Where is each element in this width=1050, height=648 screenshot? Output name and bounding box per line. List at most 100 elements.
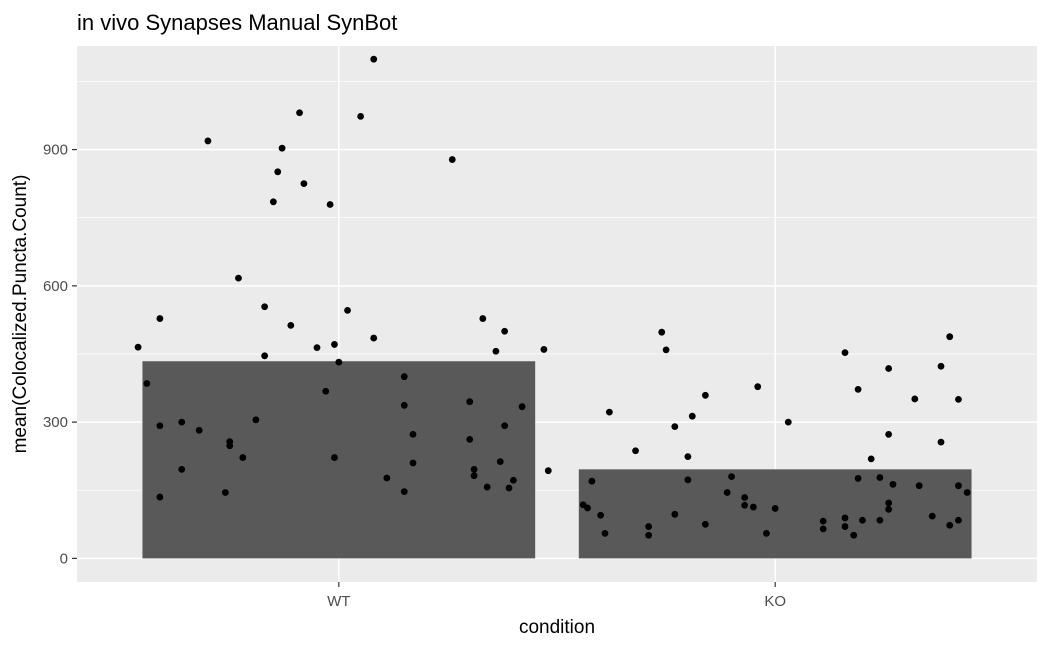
data-point [344, 306, 351, 314]
data-point [143, 380, 151, 387]
data-point [400, 401, 408, 409]
data-point [178, 465, 186, 473]
data-point [331, 454, 338, 461]
data-point [723, 489, 731, 496]
data-point [841, 514, 849, 522]
data-point [955, 482, 962, 490]
data-point [819, 517, 827, 525]
data-point [658, 328, 666, 336]
data-point [876, 516, 884, 524]
bar-ko [578, 469, 972, 559]
data-point [326, 201, 334, 208]
data-point [771, 505, 779, 512]
data-point [854, 386, 862, 393]
bar-wt [142, 361, 536, 559]
data-point [741, 494, 749, 501]
data-point [409, 459, 417, 467]
data-point [540, 346, 548, 353]
data-point [701, 520, 709, 528]
data-point [671, 510, 679, 518]
data-point [156, 493, 164, 501]
data-point [518, 403, 526, 411]
data-point [605, 408, 613, 416]
data-point [784, 418, 792, 426]
data-point [928, 512, 936, 520]
data-point [597, 511, 605, 519]
data-point [322, 387, 330, 395]
data-point [841, 523, 849, 530]
data-point [492, 347, 500, 355]
data-point [178, 418, 186, 426]
data-point [867, 455, 875, 463]
data-point [955, 395, 962, 403]
data-point [296, 109, 303, 117]
data-point [885, 430, 893, 438]
data-point [261, 352, 269, 360]
data-point [859, 516, 866, 524]
data-point [331, 341, 338, 348]
x-axis-title: condition [519, 617, 595, 638]
data-point [335, 358, 343, 366]
data-point [466, 398, 474, 406]
data-point [239, 454, 247, 461]
y-tick-label: 300 [43, 414, 68, 431]
data-point [885, 499, 893, 507]
data-point [357, 113, 365, 120]
data-point [370, 334, 378, 342]
y-axis: 0 300 600 900 [43, 142, 77, 567]
data-point [544, 467, 552, 475]
y-tick-label: 0 [60, 550, 68, 567]
data-point [701, 391, 709, 399]
data-point [235, 274, 242, 282]
data-point [383, 474, 391, 482]
data-point [688, 412, 696, 420]
data-point [684, 476, 692, 484]
data-point [645, 523, 653, 530]
data-point [409, 430, 417, 438]
x-tick-label-ko: KO [764, 593, 786, 610]
data-point [763, 529, 770, 537]
data-point [911, 395, 919, 403]
data-point [632, 447, 639, 455]
data-point [584, 504, 591, 512]
data-point [885, 505, 893, 513]
data-point [134, 343, 142, 351]
data-point [278, 144, 286, 152]
data-point [226, 442, 234, 450]
x-tick-label-wt: WT [327, 593, 350, 610]
data-point [300, 180, 308, 188]
data-point [955, 516, 962, 524]
data-point [937, 438, 945, 446]
data-point [156, 315, 164, 322]
data-point [645, 531, 653, 539]
data-point [889, 480, 897, 488]
data-point [684, 453, 692, 461]
data-point [963, 489, 971, 496]
data-point [915, 482, 923, 490]
data-point [261, 303, 269, 311]
data-point [269, 198, 277, 206]
data-point [946, 333, 954, 341]
data-point [479, 315, 487, 322]
data-point [505, 484, 513, 492]
data-point [671, 423, 679, 431]
data-point [841, 349, 849, 357]
data-point [470, 472, 478, 480]
data-point [470, 465, 478, 473]
data-point [313, 344, 321, 352]
y-tick-label: 600 [43, 278, 68, 295]
data-point [885, 365, 893, 372]
data-point [448, 156, 456, 163]
data-point [496, 458, 504, 466]
data-point [501, 422, 509, 430]
data-point [509, 476, 517, 484]
data-point [195, 426, 203, 434]
data-point [400, 488, 408, 496]
data-point [370, 55, 378, 63]
data-point [741, 501, 749, 509]
data-point [601, 529, 609, 537]
data-point [252, 416, 260, 424]
data-point [937, 362, 945, 370]
data-point [466, 435, 474, 443]
data-points [134, 55, 971, 539]
